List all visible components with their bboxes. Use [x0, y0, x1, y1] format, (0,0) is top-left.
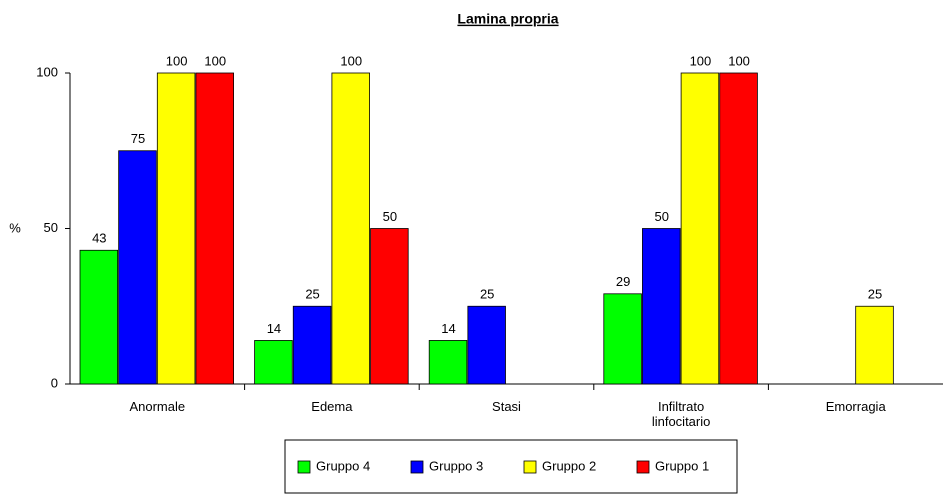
x-label-box: Stasi: [492, 399, 521, 414]
y-axis-label: %: [9, 220, 21, 235]
legend-swatch: [523, 460, 537, 474]
bar: [195, 72, 234, 385]
legend-label: Gruppo 1: [655, 458, 709, 473]
x-label-box: Emorragia: [825, 399, 886, 414]
bar: [254, 340, 293, 385]
bar: [118, 150, 157, 385]
x-tick-label: Edema: [311, 399, 353, 414]
x-tick-label: Emorragia: [825, 399, 886, 414]
legend-swatch: [297, 460, 311, 474]
value-label: 100: [166, 53, 188, 68]
x-tick-label: Infiltrato linfocitario: [651, 399, 711, 429]
bar: [855, 305, 894, 385]
bar: [156, 72, 196, 385]
bar: [719, 72, 758, 385]
x-label-box: Anormale: [129, 399, 186, 414]
bar: [467, 305, 506, 385]
value-label: 100: [204, 53, 226, 68]
y-tick-label: 50: [44, 220, 58, 235]
value-label: 14: [267, 321, 281, 336]
legend-box: [284, 439, 738, 494]
value-label: 100: [728, 53, 750, 68]
value-label: 25: [305, 287, 319, 302]
value-label: 43: [92, 231, 106, 246]
y-tick-label: 100: [36, 64, 58, 79]
bar: [79, 249, 119, 385]
bar: [428, 340, 468, 385]
y-tick-label: 0: [51, 375, 58, 390]
bar: [331, 72, 370, 385]
legend-label: Gruppo 2: [542, 458, 596, 473]
value-label: 100: [340, 53, 362, 68]
value-label: 75: [131, 131, 145, 146]
value-label: 50: [383, 209, 397, 224]
x-label-box: Infiltrato linfocitario: [651, 399, 711, 429]
bar: [292, 305, 332, 385]
value-label: 100: [690, 53, 712, 68]
value-label: 50: [655, 209, 669, 224]
x-tick-label: Stasi: [492, 399, 521, 414]
legend-swatch: [410, 460, 424, 474]
legend-swatch: [636, 460, 650, 474]
x-tick-label: Anormale: [129, 399, 186, 414]
chart-title: Lamina propria: [457, 11, 558, 27]
x-label-box: Edema: [311, 399, 353, 414]
value-label: 25: [480, 287, 494, 302]
value-label: 25: [868, 287, 882, 302]
legend-label: Gruppo 3: [429, 458, 483, 473]
bar: [370, 228, 409, 385]
bar: [642, 228, 681, 385]
bar: [603, 293, 642, 385]
value-label: 29: [616, 274, 630, 289]
bar: [680, 72, 720, 385]
legend-label: Gruppo 4: [316, 458, 370, 473]
value-label: 14: [441, 321, 455, 336]
